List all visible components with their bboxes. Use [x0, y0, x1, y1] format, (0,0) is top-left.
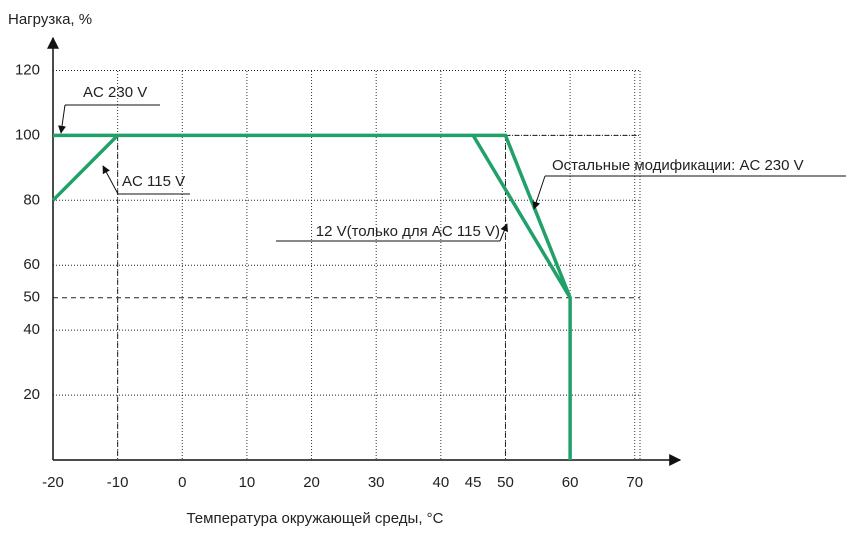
annotation-leader [532, 175, 546, 210]
annotation-leader [499, 223, 508, 242]
y-tick-label: 80 [23, 191, 40, 208]
annotation-leader [102, 165, 119, 195]
x-tick-label: 20 [303, 474, 320, 491]
x-tick-label: -10 [107, 474, 129, 491]
y-tick-label: 20 [23, 386, 40, 403]
y-tick-label: 50 [23, 289, 40, 306]
annotation: Остальные модификации: AC 230 V [552, 157, 804, 174]
x-tick-label: -20 [42, 474, 64, 491]
x-tick-label: 50 [497, 474, 514, 491]
x-axis-label: Температура окружающей среды, °C [186, 510, 443, 527]
annotation-leader [58, 104, 66, 134]
line-series [471, 134, 572, 299]
line-series [53, 133, 572, 460]
x-tick-label: 60 [562, 474, 579, 491]
x-tick-label: 70 [626, 474, 643, 491]
annotation: AC 115 V [122, 173, 185, 190]
y-tick-label: 40 [23, 321, 40, 338]
x-tick-label: 45 [465, 474, 482, 491]
x-tick-label: 10 [239, 474, 256, 491]
y-tick-label: 100 [15, 126, 40, 143]
y-tick-label: 120 [15, 61, 40, 78]
y-tick-label: 60 [23, 256, 40, 273]
annotation: 12 V(только для AC 115 V) [316, 223, 500, 240]
x-tick-label: 30 [368, 474, 385, 491]
x-tick-label: 40 [432, 474, 449, 491]
line-series [51, 134, 119, 202]
y-axis-label: Нагрузка, % [8, 11, 92, 28]
x-tick-label: 0 [178, 474, 186, 491]
annotation: AC 230 V [83, 84, 147, 101]
